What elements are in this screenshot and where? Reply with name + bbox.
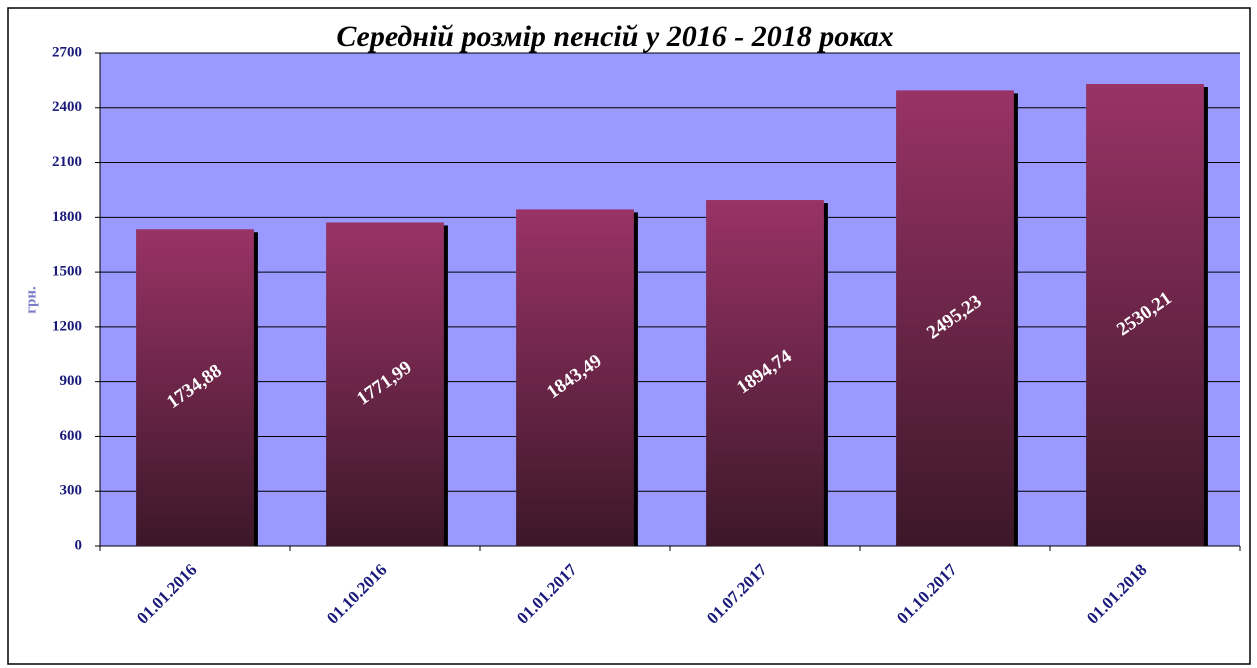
bar	[136, 229, 254, 547]
y-tick-label: 1200	[52, 318, 82, 334]
bar	[1086, 84, 1204, 547]
y-tick-label: 2700	[52, 44, 82, 60]
y-tick-label: 900	[60, 373, 83, 389]
y-tick-label: 300	[60, 483, 83, 499]
bar	[896, 90, 1014, 546]
y-axis-label: грн.	[23, 286, 39, 314]
y-tick-label: 1500	[52, 264, 82, 280]
y-tick-label: 1800	[52, 209, 82, 225]
bar	[706, 200, 824, 546]
y-tick-label: 2100	[52, 154, 82, 170]
y-tick-label: 0	[75, 537, 83, 553]
bar	[516, 209, 634, 546]
chart-title: Середній розмір пенсій у 2016 - 2018 рок…	[336, 20, 893, 53]
y-tick-label: 2400	[52, 99, 82, 115]
bar	[326, 222, 444, 546]
y-tick-label: 600	[60, 428, 83, 444]
plot-area	[100, 53, 1240, 546]
